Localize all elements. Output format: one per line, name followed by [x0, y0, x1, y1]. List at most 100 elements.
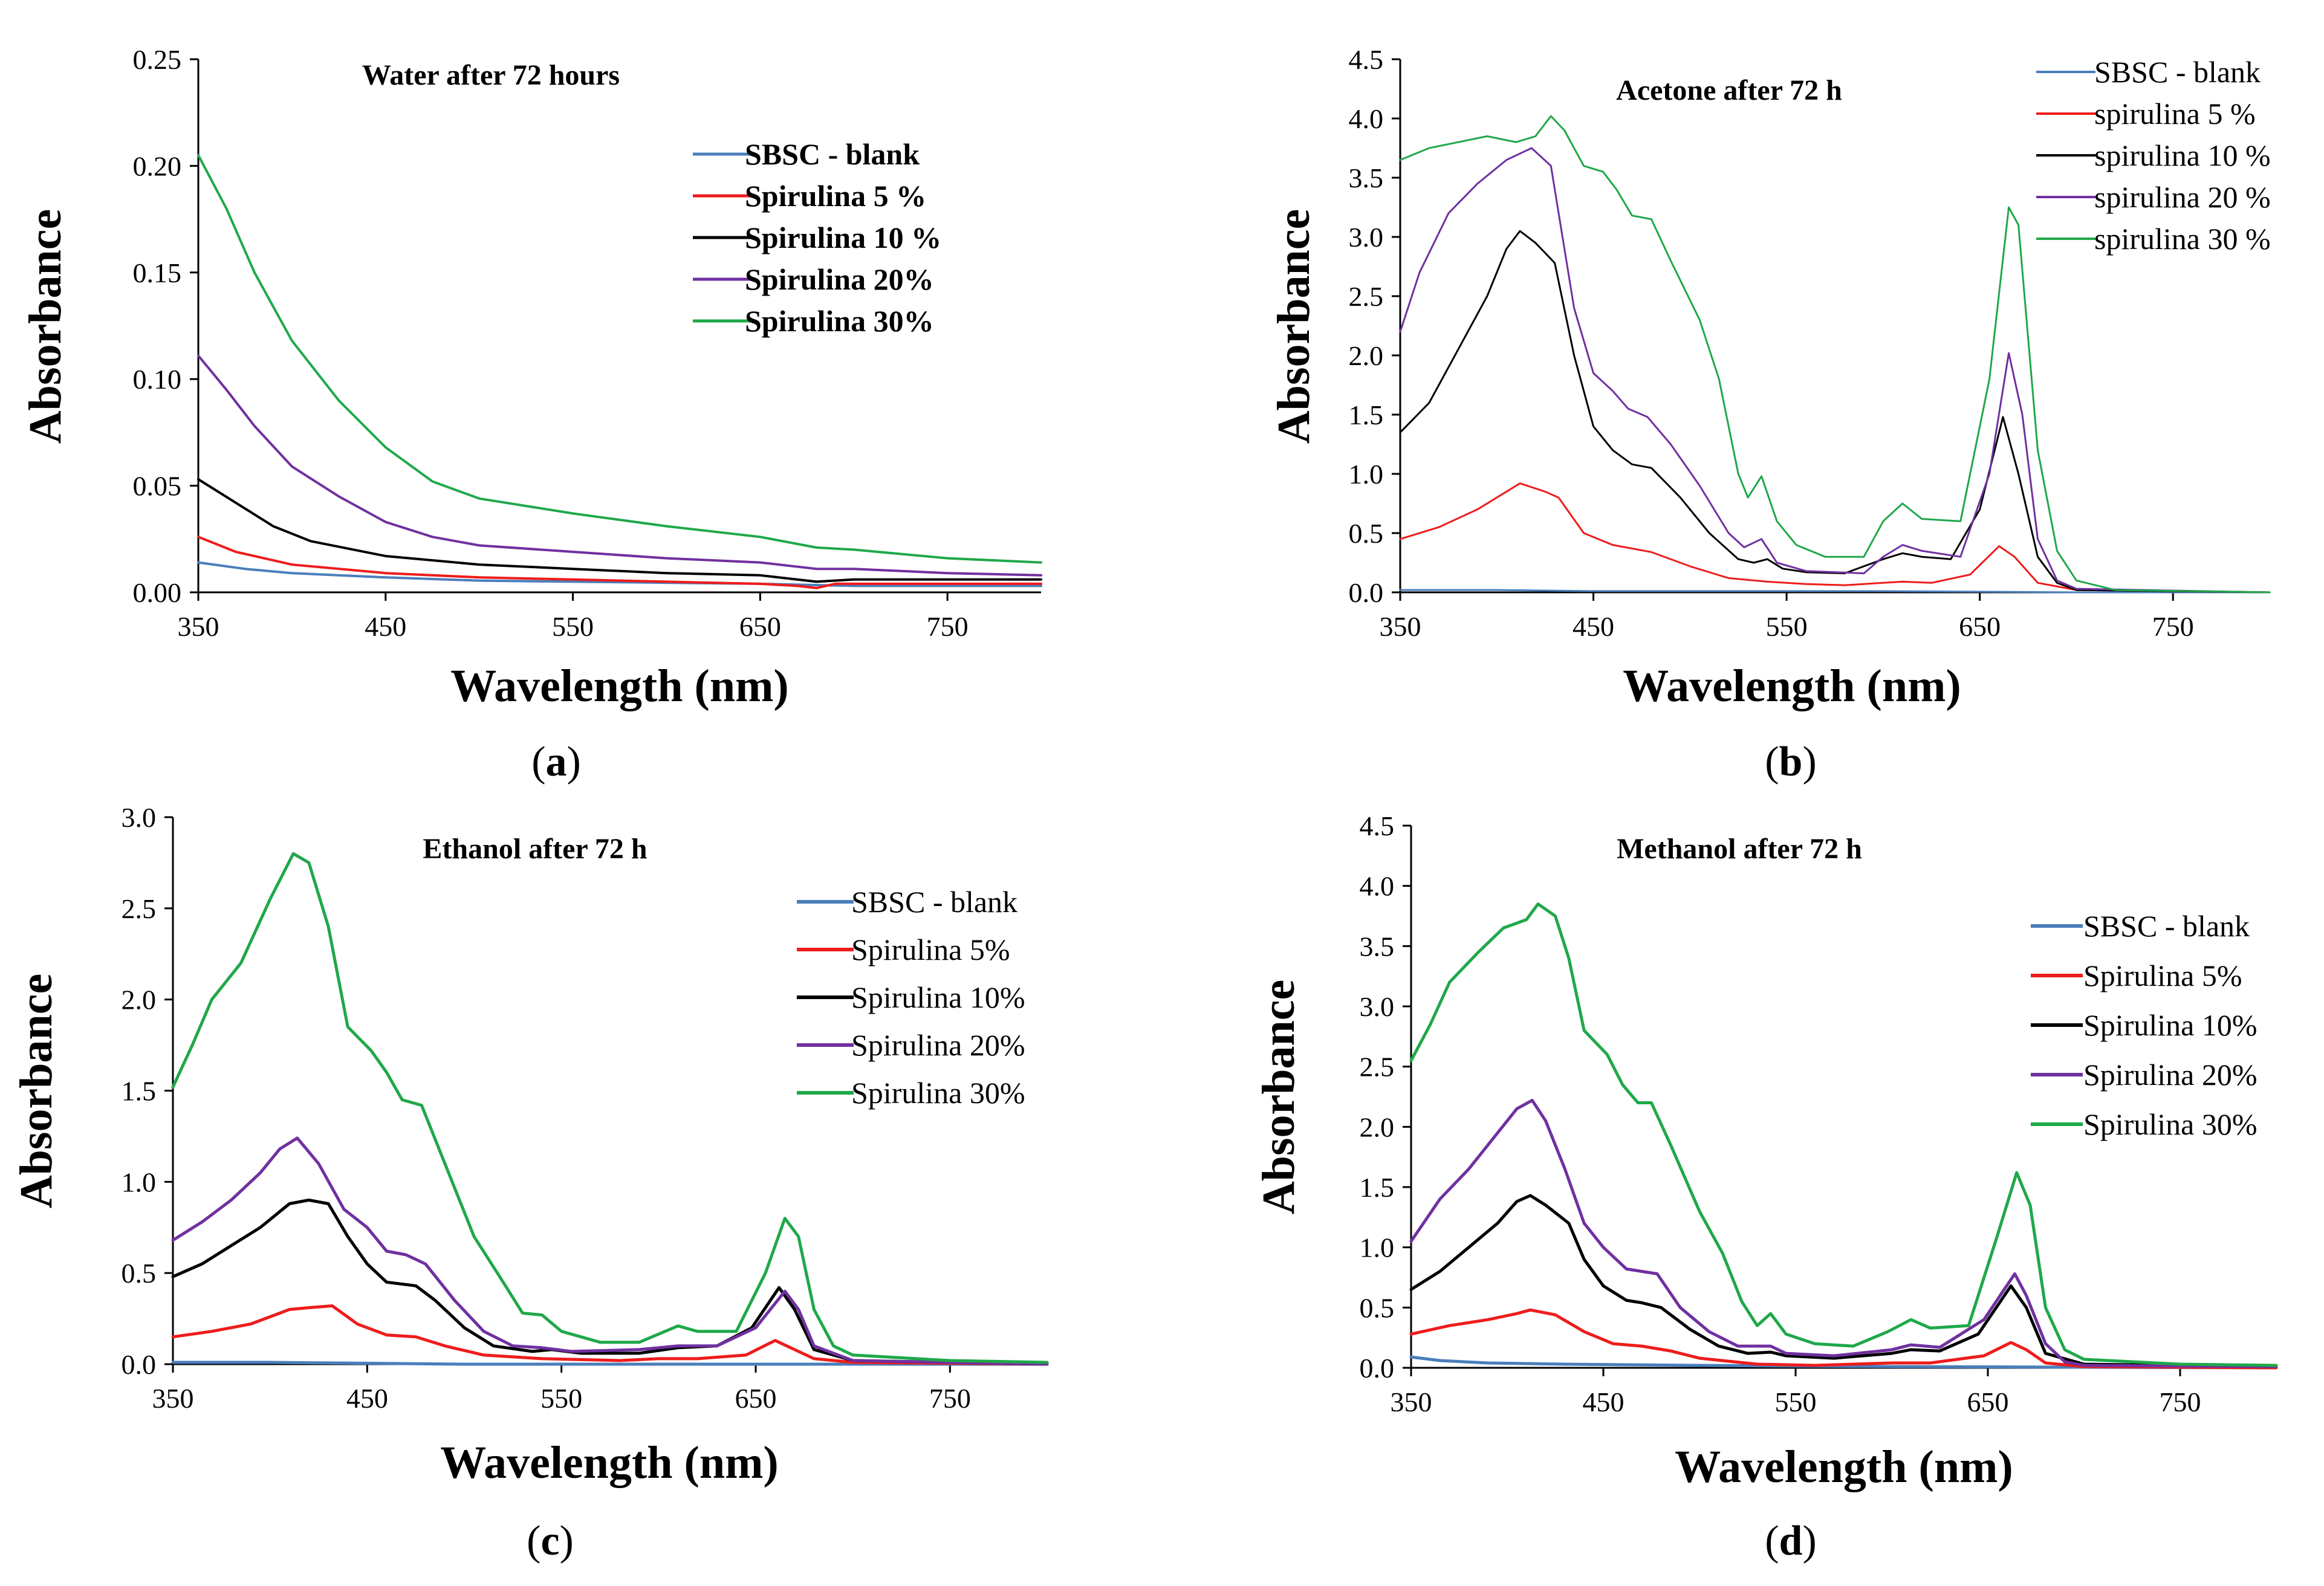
series-line-spirulina-5: [1409, 1308, 2278, 1370]
y-tick-label: 3.5: [1360, 931, 1395, 962]
series-line-sbsc-blank: [171, 1361, 1049, 1366]
x-tick-label: 350: [152, 1383, 194, 1414]
caption-b: (b): [1765, 739, 1817, 785]
x-tick-label: 550: [540, 1383, 582, 1414]
legend-label: SBSC - blank: [2083, 909, 2250, 943]
x-axis-title: Wavelength (nm): [1623, 661, 1961, 711]
y-tick-label: 0.05: [133, 471, 182, 502]
y-tick-label: 2.5: [1360, 1052, 1395, 1083]
y-tick-label: 0.10: [133, 364, 182, 395]
y-tick-label: 2.5: [122, 893, 157, 924]
series-line-spirulina-30: [1399, 115, 2271, 594]
x-tick-label: 550: [552, 611, 594, 642]
x-tick-label: 350: [1391, 1387, 1432, 1417]
y-axis-title: Absorbance: [1253, 980, 1304, 1214]
legend-label: Spirulina 20%: [745, 262, 934, 296]
series-line-spirulina-30: [197, 154, 1042, 564]
chart-title: Acetone after 72 h: [1616, 74, 1842, 106]
y-tick-label: 2.0: [1360, 1112, 1395, 1142]
x-tick-label: 550: [1775, 1387, 1817, 1417]
y-tick-label: 2.0: [1349, 340, 1384, 371]
y-tick-label: 1.0: [122, 1167, 157, 1197]
series-line-spirulina-5: [197, 536, 1042, 589]
x-tick-label: 450: [1573, 611, 1614, 642]
caption-b-letter: b: [1779, 739, 1803, 785]
y-tick-label: 0.0: [122, 1349, 157, 1380]
series-line-spirulina-20: [197, 354, 1042, 577]
legend-label: Spirulina 30%: [851, 1076, 1025, 1110]
series-line-sbsc-blank: [1399, 589, 2271, 594]
y-tick-label: 4.0: [1360, 871, 1395, 902]
y-tick-label: 3.5: [1349, 163, 1384, 193]
y-tick-label: 0.00: [133, 577, 182, 608]
caption-d-letter: d: [1779, 1518, 1803, 1564]
y-tick-label: 0.5: [122, 1258, 157, 1289]
x-tick-label: 750: [2160, 1387, 2201, 1417]
x-tick-label: 450: [365, 611, 406, 642]
legend-label: spirulina 10 %: [2094, 138, 2271, 172]
x-tick-label: 650: [1959, 611, 2001, 642]
chart-panel-a: 0.00 0.05 0.10 0.15 0.20 0.25 350 450 550 650 750 W…: [20, 44, 1042, 711]
caption-c-letter: c: [540, 1518, 559, 1564]
y-tick-label: 0.15: [133, 257, 182, 288]
y-tick-label: 2.0: [122, 985, 157, 1015]
x-tick-label: 350: [178, 611, 219, 642]
caption-c: (c): [527, 1518, 574, 1564]
y-tick-label: 0.5: [1349, 518, 1384, 549]
y-tick-label: 0.5: [1360, 1292, 1395, 1323]
legend-label: SBSC - blank: [2094, 55, 2261, 89]
legend-label: Spirulina 20%: [2083, 1058, 2257, 1092]
caption-a-letter: a: [546, 739, 567, 785]
y-tick-label: 1.0: [1349, 459, 1384, 490]
chart-panel-b: 0.0 0.5 1.0 1.5 2.0 2.5 3.0 3.5 4.0 4.5 350 450 550 6…: [1268, 44, 2271, 711]
y-tick-label: 4.5: [1360, 811, 1395, 841]
y-axis-title: Absorbance: [11, 974, 62, 1208]
legend-label: Spirulina 5%: [851, 933, 1010, 966]
series-line-spirulina-20: [1409, 1099, 2278, 1368]
series-line-sbsc-blank: [197, 561, 1042, 587]
legend-label: Spirulina 10%: [2083, 1008, 2257, 1042]
y-tick-label: 0.0: [1360, 1353, 1395, 1384]
x-axis-title: Wavelength (nm): [1675, 1442, 2013, 1492]
legend-label: Spirulina 10 %: [745, 221, 941, 254]
legend-label: spirulina 20 %: [2094, 180, 2271, 214]
caption-a: (a): [531, 739, 581, 785]
legend-label: Spirulina 10%: [851, 980, 1025, 1014]
y-tick-label: 3.0: [1360, 991, 1395, 1022]
y-axis-title: Absorbance: [20, 209, 71, 444]
x-tick-label: 750: [927, 611, 969, 642]
series-line-spirulina-10: [1409, 1194, 2278, 1368]
y-tick-label: 1.0: [1360, 1232, 1395, 1263]
chart-title: Ethanol after 72 h: [423, 833, 647, 865]
y-tick-label: 1.5: [1349, 400, 1384, 430]
caption-d: (d): [1765, 1518, 1817, 1564]
series-line-spirulina-30: [1409, 902, 2278, 1367]
legend-label: spirulina 5 %: [2094, 97, 2256, 131]
legend-label: spirulina 30 %: [2094, 222, 2271, 256]
x-axis-title: Wavelength (nm): [450, 661, 788, 711]
x-tick-label: 550: [1766, 611, 1808, 642]
chart-title: Water after 72 hours: [362, 59, 620, 91]
y-tick-label: 2.5: [1349, 281, 1384, 312]
series-line-spirulina-20: [1399, 147, 2271, 594]
x-tick-label: 450: [346, 1383, 388, 1414]
y-tick-label: 3.0: [122, 802, 157, 833]
x-tick-label: 650: [1967, 1387, 2009, 1417]
y-tick-label: 4.5: [1349, 44, 1384, 75]
legend-label: Spirulina 30%: [2083, 1107, 2257, 1141]
x-tick-label: 650: [739, 611, 781, 642]
series-line-spirulina-20: [171, 1136, 1049, 1366]
legend-label: SBSC - blank: [851, 885, 1018, 919]
x-tick-label: 350: [1380, 611, 1421, 642]
series-line-spirulina-10: [197, 478, 1042, 583]
x-axis-title: Wavelength (nm): [440, 1437, 778, 1488]
legend-label: Spirulina 5 %: [745, 179, 926, 213]
legend-label: Spirulina 5%: [2083, 959, 2242, 992]
y-tick-label: 3.0: [1349, 222, 1384, 253]
series-line-spirulina-5: [171, 1304, 1049, 1366]
y-tick-label: 1.5: [1360, 1172, 1395, 1203]
chart-panel-d: 0.0 0.5 1.0 1.5 2.0 2.5 3.0 3.5 4.0 4.5 350 450 550 6…: [1253, 811, 2278, 1492]
legend-label: Spirulina 30%: [745, 304, 934, 338]
x-tick-label: 450: [1583, 1387, 1625, 1417]
x-tick-label: 650: [735, 1383, 777, 1414]
